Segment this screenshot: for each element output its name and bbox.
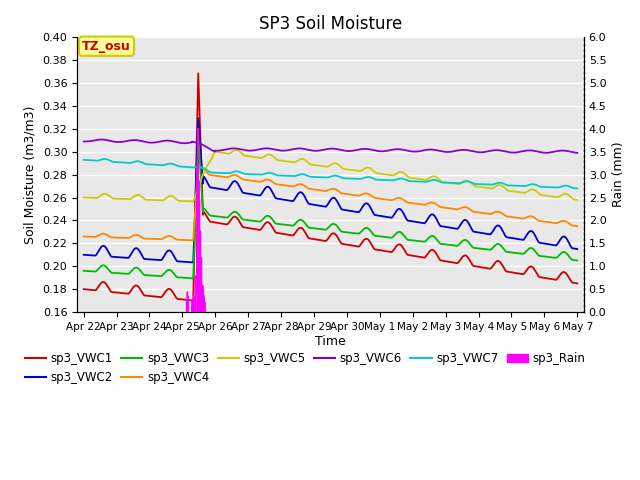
- Text: TZ_osu: TZ_osu: [82, 40, 131, 53]
- Legend: sp3_VWC1, sp3_VWC2, sp3_VWC3, sp3_VWC4, sp3_VWC5, sp3_VWC6, sp3_VWC7, sp3_Rain: sp3_VWC1, sp3_VWC2, sp3_VWC3, sp3_VWC4, …: [20, 347, 591, 388]
- X-axis label: Time: Time: [315, 335, 346, 348]
- Y-axis label: Rain (mm): Rain (mm): [612, 142, 625, 207]
- Title: SP3 Soil Moisture: SP3 Soil Moisture: [259, 15, 402, 33]
- Y-axis label: Soil Moisture (m3/m3): Soil Moisture (m3/m3): [24, 106, 37, 244]
